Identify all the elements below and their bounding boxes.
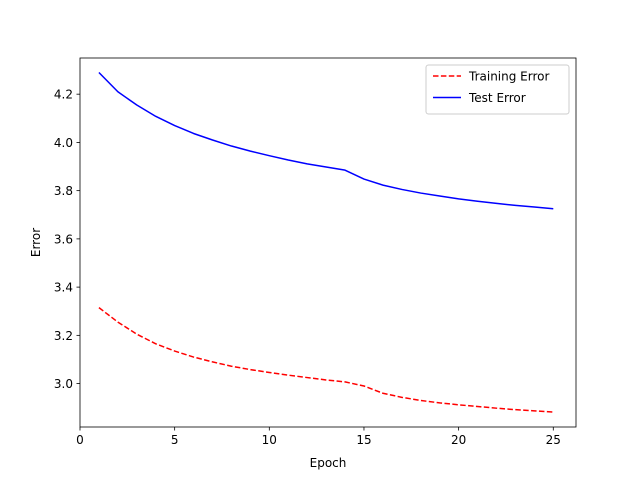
axes-frame	[79, 57, 577, 428]
legend: Training Error Test Error	[425, 64, 570, 115]
x-axis-label: Epoch	[310, 456, 347, 470]
y-tick-label: 4.0	[54, 136, 73, 150]
y-tick-label: 3.8	[54, 184, 73, 198]
x-tick-label: 10	[262, 433, 277, 447]
y-tick-label: 3.2	[54, 329, 73, 343]
axes-layer: 0 5 10 15 20 25 3.0 3.2 3.4 3.6 3.8 4.0 4.2	[54, 57, 577, 447]
y-tick-label: 3.6	[54, 232, 73, 246]
x-tick-label: 0	[76, 433, 84, 447]
legend-label: Training Error	[468, 70, 549, 84]
series-line-test-error	[98, 71, 554, 210]
x-tick-label: 25	[546, 433, 561, 447]
y-tick-label: 4.2	[54, 88, 73, 102]
x-tick-label: 15	[356, 433, 371, 447]
legend-label: Test Error	[468, 91, 526, 105]
legend-box	[425, 64, 570, 115]
y-tick-label: 3.0	[54, 377, 73, 391]
y-axis-label: Error	[29, 228, 43, 257]
x-tick-label: 20	[451, 433, 466, 447]
x-tick-label: 5	[171, 433, 179, 447]
series-layer	[98, 71, 554, 413]
y-tick-label: 3.4	[54, 281, 73, 295]
series-line-training-error	[98, 307, 554, 413]
